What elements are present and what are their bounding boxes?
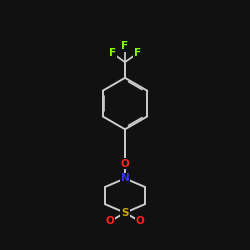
Text: S: S bbox=[121, 208, 129, 218]
Text: F: F bbox=[122, 42, 128, 51]
Text: F: F bbox=[108, 48, 116, 58]
Text: O: O bbox=[120, 158, 130, 168]
Text: O: O bbox=[106, 216, 114, 226]
Text: O: O bbox=[136, 216, 144, 226]
Text: F: F bbox=[134, 48, 141, 58]
Text: N: N bbox=[120, 174, 130, 184]
